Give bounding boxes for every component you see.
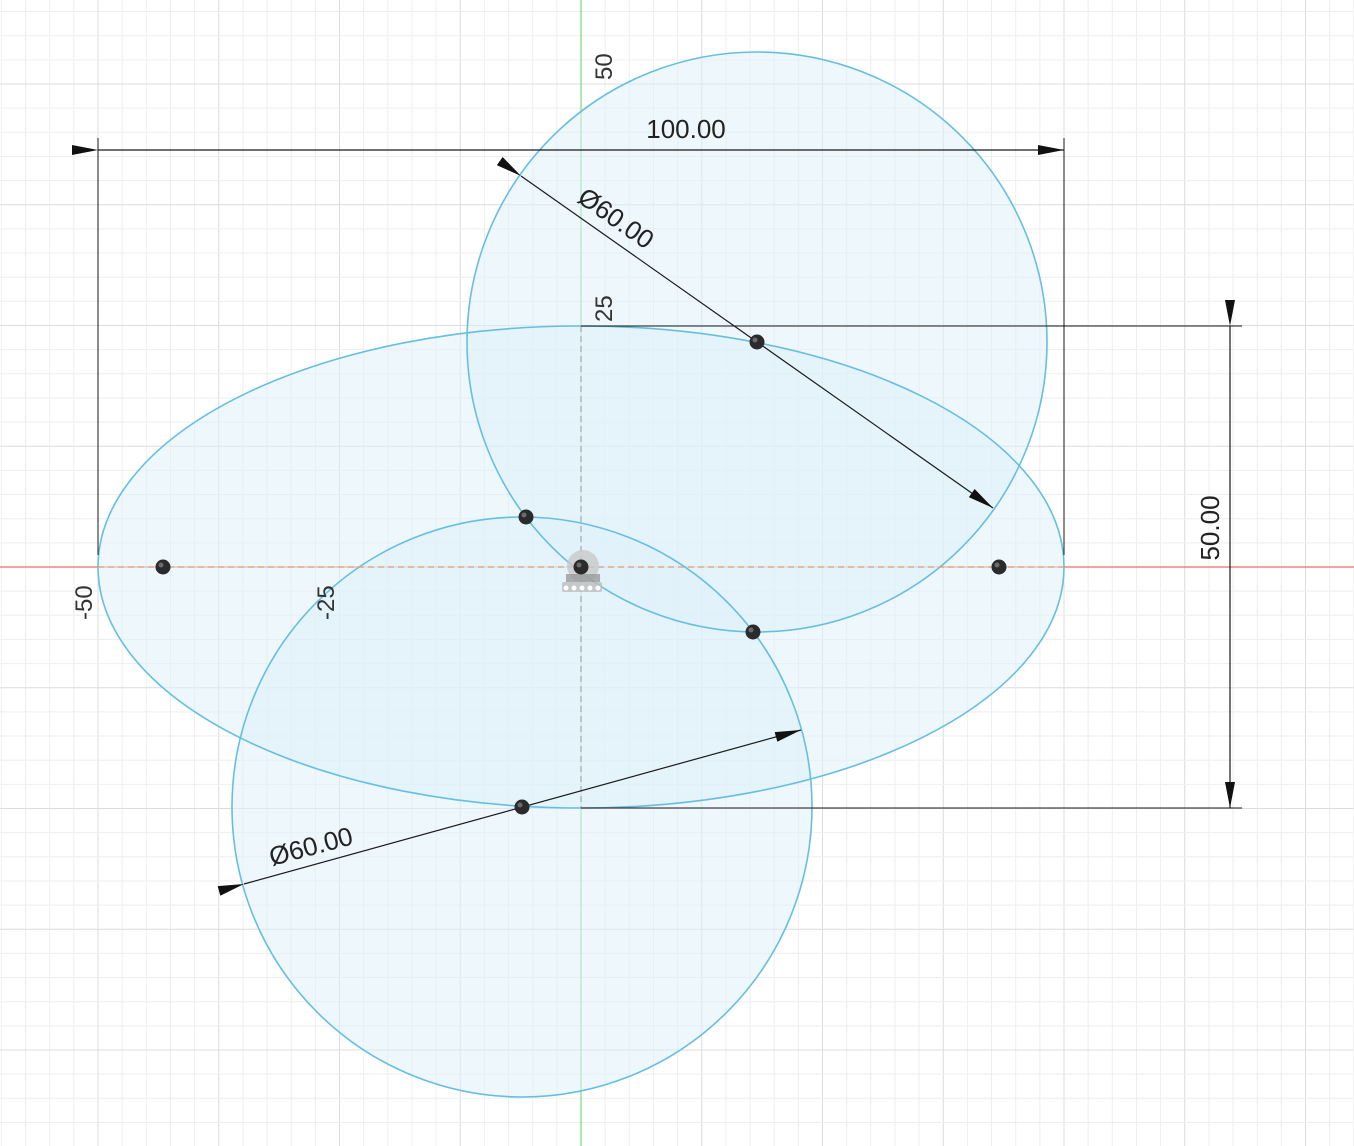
sketch-point-icon[interactable] xyxy=(745,624,761,640)
dimension-width-text[interactable]: 100.00 xyxy=(646,114,726,144)
sketch-point-icon[interactable] xyxy=(573,559,589,575)
dimension-width[interactable]: 100.00 xyxy=(72,114,1065,555)
sketch-point-icon[interactable] xyxy=(991,559,1007,575)
sketch-point-icon[interactable] xyxy=(518,509,534,525)
axis-label-x-neg25: -25 xyxy=(313,585,340,620)
axis-label-y-25: 25 xyxy=(591,295,618,322)
sketch-point-icon[interactable] xyxy=(514,799,530,815)
axis-label-x-neg50: -50 xyxy=(71,585,98,620)
sketch-points xyxy=(155,334,1007,815)
axis-label-y-50: 50 xyxy=(591,53,618,80)
sketch-point-icon[interactable] xyxy=(749,334,765,350)
dimension-height-text[interactable]: 50.00 xyxy=(1195,495,1225,560)
sketch-point-icon[interactable] xyxy=(155,559,171,575)
